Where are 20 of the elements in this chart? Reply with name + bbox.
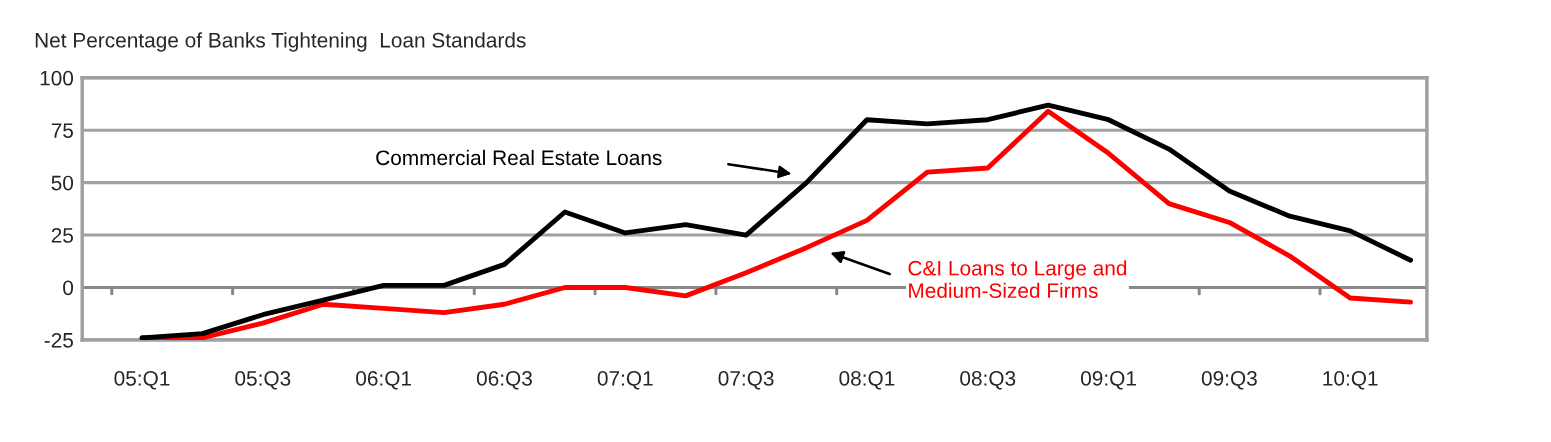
y-tick-label: 100 [40,70,74,86]
x-tick-label: 09:Q1 [1081,371,1136,390]
annotation: C&I Loans to Large and Medium-Sized Firms [908,260,1127,298]
x-tick-label: 06:Q1 [356,371,412,390]
y-tick-label: -25 [44,332,73,348]
x-tick-label: 08:Q3 [960,371,1016,390]
y-tick-label: 50 [51,175,74,191]
x-tick-label: 08:Q1 [839,371,895,390]
x-tick-label: 07:Q1 [597,371,653,390]
y-tick-label: 0 [63,280,74,296]
x-tick-label: 05:Q3 [235,371,291,390]
annotation: Commercial Real Estate Loans [376,149,662,166]
x-tick-label: 06:Q3 [476,371,532,390]
y-tick-label: 25 [51,228,73,243]
y-tick-label: 75 [51,123,73,138]
x-tick-label: 07:Q3 [718,371,774,390]
x-tick-label: 10:Q1 [1323,371,1378,390]
x-tick-label: 09:Q3 [1201,371,1257,390]
chart-title: Net Percentage of Banks Tightening Loan Standards [35,32,526,52]
x-tick-label: 05:Q1 [114,371,170,390]
